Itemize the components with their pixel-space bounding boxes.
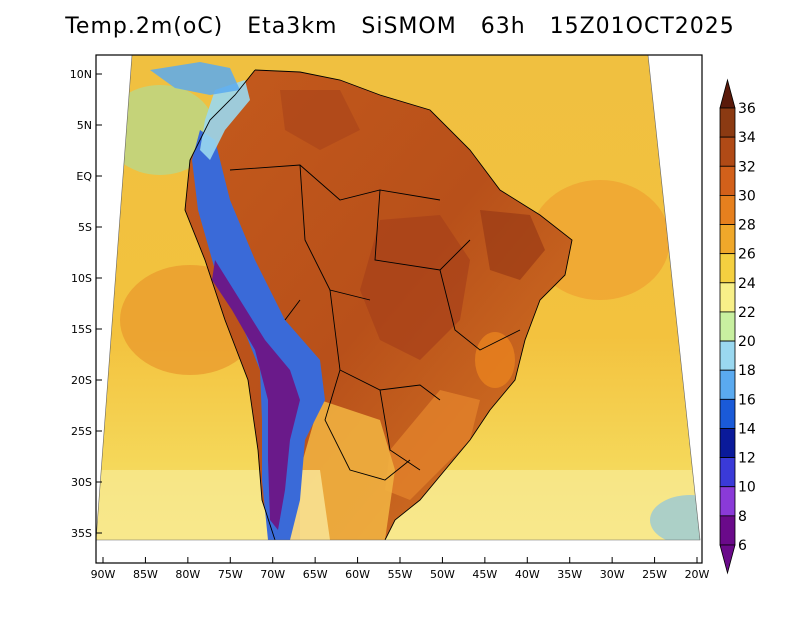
colorbar-label: 28 — [738, 218, 756, 234]
colorbar-label: 34 — [738, 130, 756, 146]
lat-tick-label: EQ — [76, 170, 92, 183]
andes-very-cold-core — [212, 260, 300, 530]
colorbar-label: 14 — [738, 421, 756, 437]
colorbar-label: 26 — [738, 247, 756, 263]
lat-tick-label: 5S — [78, 221, 92, 234]
interior-hot-zone — [360, 215, 470, 360]
colorbar-bottom-arrow — [719, 544, 736, 575]
colorbar-label: 16 — [738, 392, 756, 408]
lat-tick-label: 20S — [71, 374, 92, 387]
lon-tick-label: 85W — [133, 568, 158, 581]
colorbar-label: 12 — [738, 451, 756, 467]
colorbar-label: 8 — [738, 509, 747, 525]
northeast-hot-zone — [480, 210, 545, 280]
colorbar-segment — [719, 369, 736, 400]
lon-tick-label: 35W — [557, 568, 582, 581]
colorbar-segment — [719, 486, 736, 517]
lat-tick-label: 35S — [71, 527, 92, 540]
lat-tick-label: 10S — [71, 272, 92, 285]
colorbar-label: 10 — [738, 480, 756, 496]
latitude-axis: 10N 5N EQ 5S 10S 15S 20S 25S 30S 35S — [70, 68, 102, 540]
colorbar-label: 24 — [738, 276, 756, 292]
colorbar-segment — [719, 457, 736, 488]
lon-tick-label: 75W — [218, 568, 243, 581]
colorbar-segment — [719, 253, 736, 284]
colorbar-segment — [719, 515, 736, 546]
colorbar-label: 20 — [738, 334, 756, 350]
colorbar-label: 18 — [738, 363, 756, 379]
colorbar-label: 36 — [738, 101, 756, 117]
lon-tick-label: 30W — [600, 568, 625, 581]
lon-tick-label: 70W — [260, 568, 285, 581]
country-borders — [184, 69, 573, 540]
lon-tick-label: 65W — [303, 568, 328, 581]
lat-tick-label: 5N — [77, 119, 92, 132]
lon-tick-label: 25W — [642, 568, 667, 581]
temperature-colorbar: 36 34 32 30 28 26 24 22 20 18 16 14 12 10 8 6 — [719, 78, 756, 575]
lon-tick-label: 80W — [175, 568, 200, 581]
lon-tick-label: 20W — [685, 568, 710, 581]
central-america — [150, 62, 240, 95]
minas-highlands — [475, 332, 515, 388]
colorbar-segment — [719, 311, 736, 342]
colorbar-segment — [719, 340, 736, 371]
northern-andes — [200, 80, 250, 160]
colorbar-segment — [719, 136, 736, 167]
colorbar-label: 32 — [738, 159, 756, 175]
lat-tick-label: 10N — [70, 68, 92, 81]
longitude-axis: 90W 85W 80W 75W 70W 65W 60W 55W 50W 45W 40W 35W 30W 2… — [91, 557, 710, 581]
lon-tick-label: 60W — [345, 568, 370, 581]
colorbar-segment — [719, 107, 736, 138]
colorbar-segment — [719, 282, 736, 313]
colorbar-top-arrow — [719, 78, 736, 109]
colorbar-segment — [719, 194, 736, 225]
lon-tick-label: 45W — [472, 568, 497, 581]
axes-frame — [95, 54, 703, 564]
pacific-cool-patch — [105, 85, 215, 175]
map-title: Temp.2m(oC) Eta3km SiSMOM 63h 15Z01OCT20… — [65, 14, 735, 39]
colorbar-segment — [719, 398, 736, 429]
lon-tick-label: 50W — [430, 568, 455, 581]
colorbar-segment — [719, 224, 736, 255]
lon-tick-label: 40W — [515, 568, 540, 581]
lat-tick-label: 25S — [71, 425, 92, 438]
colorbar-label: 30 — [738, 188, 756, 204]
colorbar-label: 6 — [738, 538, 747, 554]
lon-tick-label: 90W — [91, 568, 116, 581]
lat-tick-label: 15S — [71, 323, 92, 336]
colorbar-segment — [719, 165, 736, 196]
model-domain — [96, 55, 700, 540]
colorbar-label: 22 — [738, 305, 756, 321]
lat-tick-label: 30S — [71, 476, 92, 489]
north-hot-zone — [280, 90, 360, 150]
lon-tick-label: 55W — [388, 568, 413, 581]
southeast-mild-zone — [385, 390, 480, 500]
atlantic-cold-patch — [650, 495, 700, 540]
colorbar-segment — [719, 428, 736, 459]
